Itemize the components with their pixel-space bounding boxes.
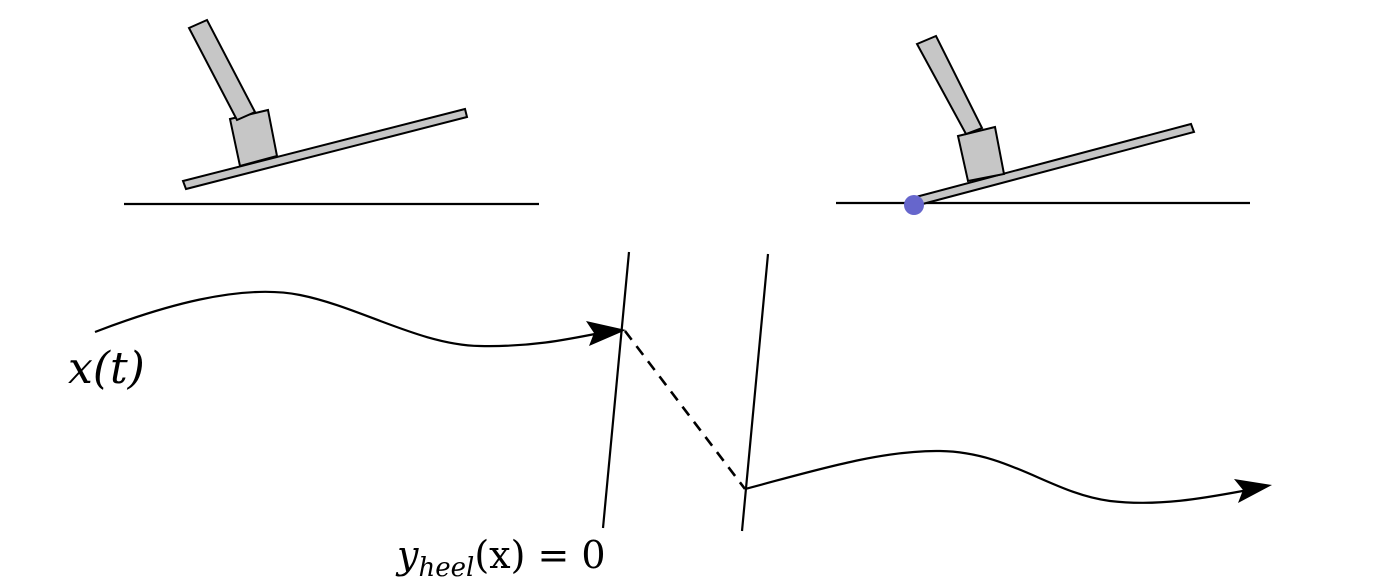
guard-surface-pre — [601, 251, 631, 529]
guard-expression: (x) = 0 — [474, 533, 605, 577]
arrow-head-after-impact — [1234, 479, 1272, 503]
guard-surface-post — [740, 253, 770, 532]
arrow-head-before-impact — [586, 321, 626, 346]
foot-plate-right — [910, 122, 1196, 208]
ankle-block-right — [956, 125, 1006, 183]
shank-link-left — [187, 18, 257, 122]
foot-before-impact — [124, 18, 539, 206]
trajectory-label: x(t) — [68, 343, 145, 394]
impact-reset-jump — [623, 330, 747, 490]
heel-contact-point — [904, 195, 924, 215]
ankle-block-left — [228, 108, 279, 168]
foot-after-impact — [836, 34, 1250, 215]
guard-subscript: heel — [418, 553, 474, 583]
guard-condition-label: yheel(x) = 0 — [395, 533, 606, 583]
trajectory-after-impact — [744, 449, 1249, 504]
trajectory-before-impact — [94, 290, 601, 348]
shank-link-right — [915, 34, 984, 136]
guard-variable: y — [395, 533, 419, 577]
foot-plate-left — [181, 107, 469, 191]
